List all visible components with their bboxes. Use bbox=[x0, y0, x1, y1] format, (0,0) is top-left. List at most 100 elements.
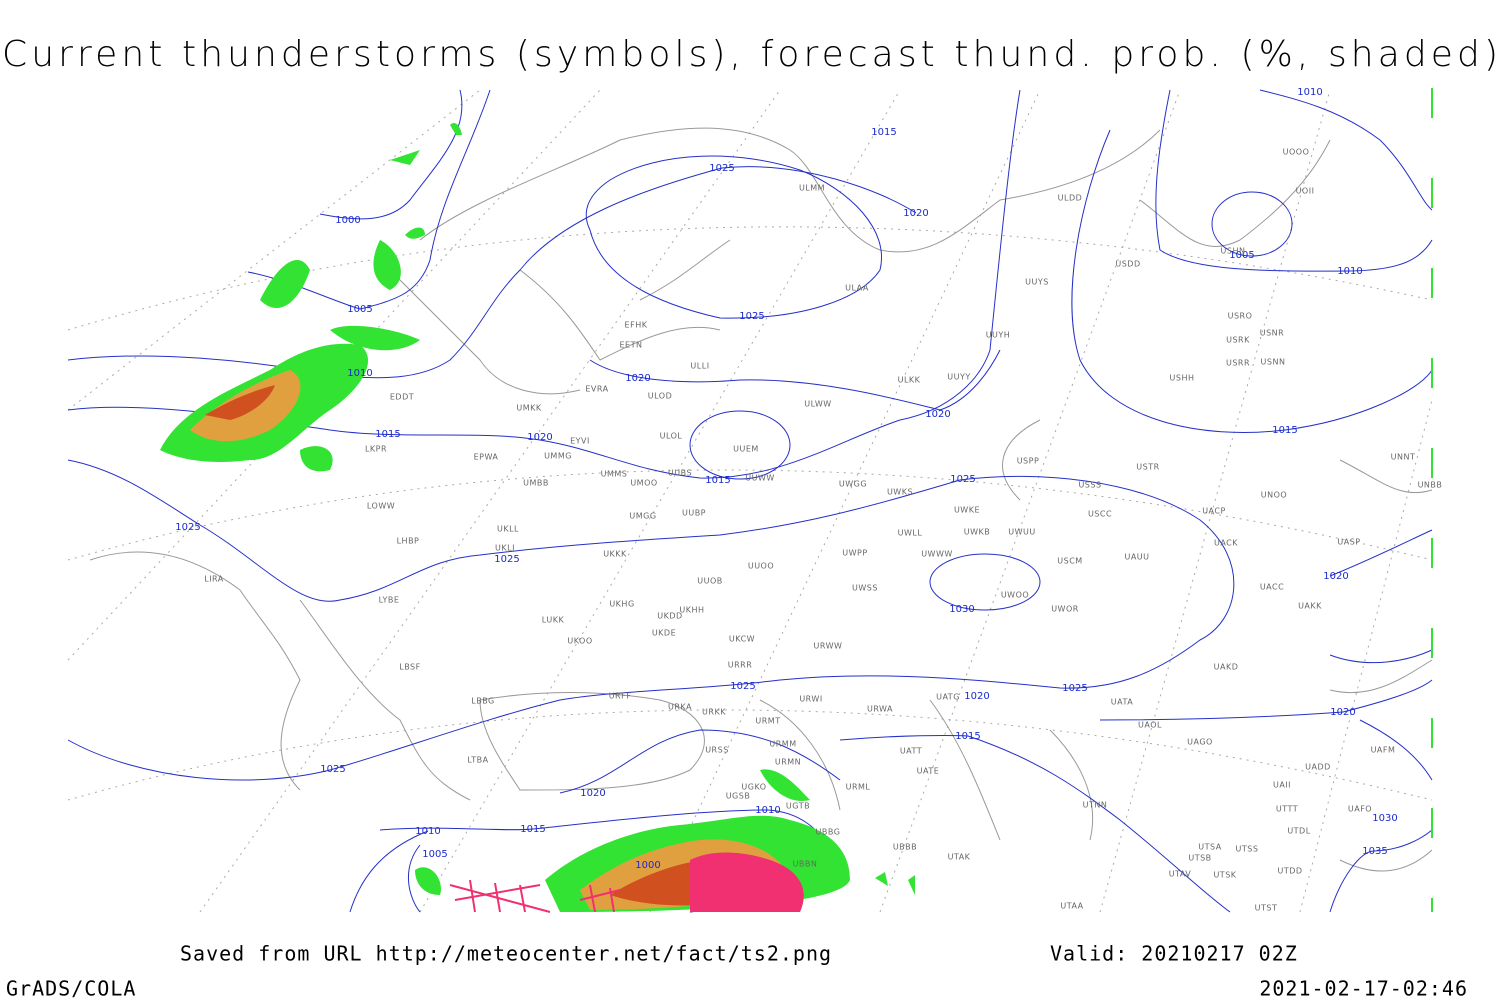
station-label: USDD bbox=[1115, 260, 1140, 269]
station-label: UNOO bbox=[1261, 491, 1287, 500]
station-label: UKHG bbox=[609, 600, 634, 609]
graticule bbox=[67, 89, 1433, 913]
isobar-label: 1005 bbox=[422, 849, 447, 860]
station-label: EETN bbox=[620, 341, 643, 350]
station-label: UWWW bbox=[921, 550, 953, 559]
source-url: Saved from URL http://meteocenter.net/fa… bbox=[180, 942, 832, 966]
station-label: UUYY bbox=[947, 373, 970, 382]
station-label: UTNN bbox=[1083, 801, 1108, 810]
isobar-label: 1020 bbox=[1323, 571, 1348, 582]
station-label: UMMS bbox=[601, 470, 628, 479]
station-label: URMM bbox=[769, 740, 796, 749]
station-label: UACK bbox=[1214, 539, 1238, 548]
map-area: 1000 1005 1010 1015 1020 1025 1025 1025 1025 1020… bbox=[67, 87, 1442, 913]
station-label: URWW bbox=[814, 642, 843, 651]
station-label: UKDE bbox=[652, 629, 676, 638]
station-label: URFF bbox=[609, 692, 632, 701]
station-label: UAFM bbox=[1371, 746, 1396, 755]
valid-time: Valid: 20210217 02Z bbox=[1050, 942, 1298, 966]
station-label: USPP bbox=[1017, 457, 1040, 466]
station-label: USHN bbox=[1221, 247, 1246, 256]
station-label: UUYH bbox=[986, 331, 1011, 340]
isobar-label: 1020 bbox=[1330, 707, 1355, 718]
timestamp: 2021-02-17-02:46 bbox=[1259, 977, 1468, 1000]
station-label: UKHH bbox=[679, 606, 704, 615]
station-label: USCM bbox=[1057, 557, 1082, 566]
station-label: UUYS bbox=[1025, 278, 1049, 287]
isobar-label: 1020 bbox=[527, 432, 552, 443]
station-label: URKK bbox=[702, 708, 726, 717]
isobar-label: 1005 bbox=[1229, 250, 1254, 261]
station-label: USRO bbox=[1228, 312, 1253, 321]
station-label: LUKK bbox=[542, 616, 565, 625]
station-label: UWLL bbox=[898, 529, 923, 538]
station-label: LBSF bbox=[399, 663, 420, 672]
isobar-label: 1025 bbox=[739, 311, 764, 322]
title: Current thunderstorms (symbols), forecas… bbox=[2, 34, 1498, 75]
station-label: UUEM bbox=[733, 445, 759, 454]
isobar-label: 1020 bbox=[964, 691, 989, 702]
station-label: UTSA bbox=[1198, 843, 1221, 852]
station-label: ULKK bbox=[898, 376, 921, 385]
station-label: URWI bbox=[799, 695, 822, 704]
station-label: LOWW bbox=[367, 502, 395, 511]
station-label: USSS bbox=[1078, 481, 1101, 490]
station-label: UNNT bbox=[1391, 453, 1416, 462]
station-label: URMN bbox=[775, 758, 801, 767]
isobar-label: 1025 bbox=[709, 163, 734, 174]
isobar-label: 1010 bbox=[755, 805, 780, 816]
station-label: EFHK bbox=[625, 321, 648, 330]
coastlines bbox=[89, 127, 1433, 872]
isobar-label: 1005 bbox=[347, 304, 372, 315]
station-label: UAKD bbox=[1214, 663, 1239, 672]
station-label: UTST bbox=[1255, 904, 1278, 913]
isobar-labels: 1000 1005 1010 1015 1020 1025 1025 1025 1025 1020… bbox=[175, 87, 1397, 871]
station-label: UTAV bbox=[1169, 870, 1192, 879]
station-label: EVRA bbox=[585, 385, 608, 394]
station-label: UKKK bbox=[603, 550, 627, 559]
station-label: ULAA bbox=[845, 284, 869, 293]
isobar-label: 1030 bbox=[949, 604, 974, 615]
station-label: UATT bbox=[900, 747, 922, 756]
isobar-label: 1020 bbox=[903, 208, 928, 219]
station-label: USRR bbox=[1226, 359, 1250, 368]
station-label: LHBP bbox=[397, 537, 420, 546]
station-label: UUBS bbox=[668, 469, 692, 478]
station-label: EDDT bbox=[390, 393, 414, 402]
station-label: ULMM bbox=[799, 184, 825, 193]
station-label: UWGG bbox=[839, 480, 867, 489]
isobar-label: 1015 bbox=[1272, 425, 1297, 436]
station-label: UADD bbox=[1305, 763, 1331, 772]
station-label: UMGG bbox=[629, 512, 656, 521]
station-label: USCC bbox=[1088, 510, 1112, 519]
station-label: ULDD bbox=[1058, 194, 1083, 203]
station-label: USHH bbox=[1170, 374, 1195, 383]
isobar-label: 1025 bbox=[950, 474, 975, 485]
isobar-label: 1015 bbox=[871, 127, 896, 138]
isobar-label: 1015 bbox=[705, 475, 730, 486]
station-label: UAGO bbox=[1187, 738, 1213, 747]
isobar-label: 1030 bbox=[1372, 813, 1397, 824]
station-label: LYBE bbox=[379, 596, 400, 605]
map-frame bbox=[68, 88, 1432, 912]
station-label: UUOB bbox=[697, 577, 723, 586]
isobar-label: 1025 bbox=[175, 522, 200, 533]
isobar-label: 1000 bbox=[635, 860, 660, 871]
isobar-label: 1000 bbox=[335, 215, 360, 226]
station-label: UGSB bbox=[726, 792, 751, 801]
station-label: URSS bbox=[705, 746, 729, 755]
isobar-label: 1025 bbox=[1062, 683, 1087, 694]
station-label: UKLI bbox=[495, 544, 515, 553]
station-label: UTDD bbox=[1277, 867, 1302, 876]
station-label: UMBB bbox=[523, 479, 549, 488]
station-label: UTAK bbox=[948, 853, 971, 862]
station-label: UAFO bbox=[1348, 805, 1372, 814]
station-label: LBBG bbox=[471, 697, 495, 706]
software-credit: GrADS/COLA bbox=[6, 977, 136, 1000]
station-label: LKPR bbox=[365, 445, 387, 454]
station-label: USRK bbox=[1226, 336, 1250, 345]
station-label: UOII bbox=[1296, 187, 1315, 196]
station-label: UATA bbox=[1111, 698, 1133, 707]
station-label: URWA bbox=[867, 705, 893, 714]
